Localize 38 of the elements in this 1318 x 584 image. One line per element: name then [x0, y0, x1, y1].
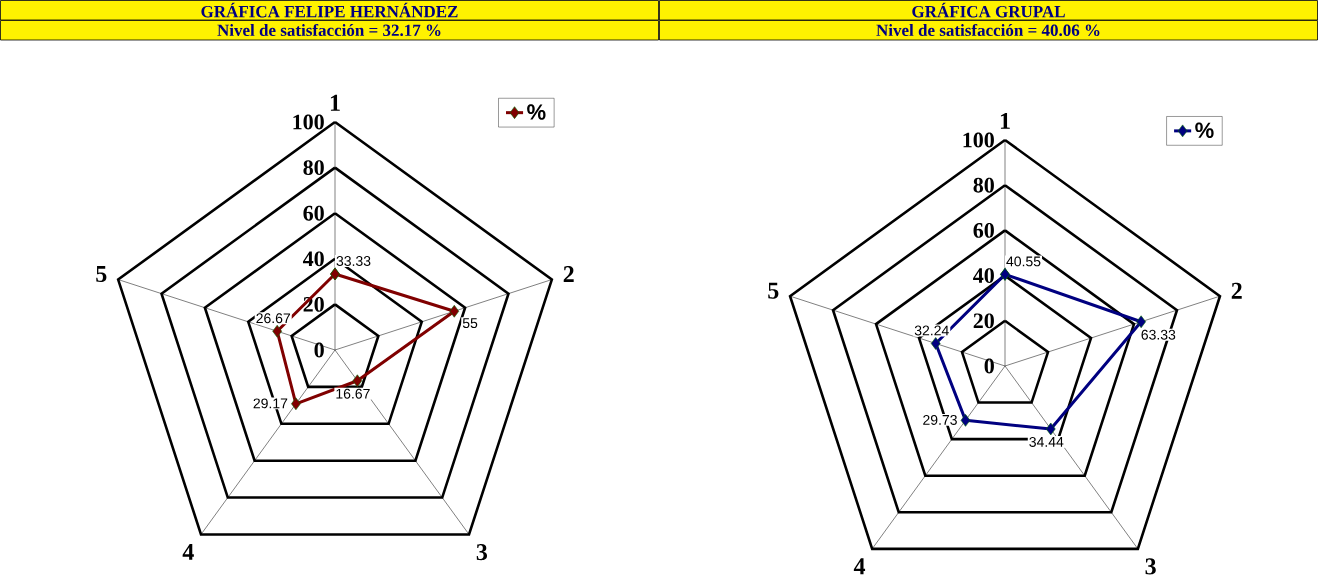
chart-subtitle: Nivel de satisfacción = 40.06 % [876, 23, 1100, 37]
data-label: 40.55 [1006, 256, 1041, 267]
data-label: 29.17 [253, 398, 288, 409]
spoke-label: 1 [1000, 112, 1010, 129]
chart-title: GRÁFICA FELIPE HERNÁNDEZ [201, 2, 458, 18]
chart-title: GRÁFICA GRUPAL [912, 2, 1065, 18]
legend-label: % [1195, 122, 1214, 138]
data-label: 29.73 [923, 414, 957, 425]
spoke-label: 4 [853, 558, 866, 575]
y-tick-label: 40 [973, 268, 994, 284]
y-tick-label: 20 [303, 296, 324, 312]
y-tick-label: 20 [973, 313, 994, 329]
data-label: 26.67 [256, 313, 291, 324]
data-label: 34.44 [1029, 436, 1064, 447]
data-label: 32.24 [914, 325, 949, 336]
spoke-label: 2 [1231, 282, 1242, 299]
y-tick-label: 0 [984, 358, 994, 374]
spoke-label: 3 [476, 544, 488, 561]
spoke-label: 4 [182, 544, 194, 560]
spoke-label: 5 [768, 282, 779, 299]
y-tick-label: 80 [973, 177, 994, 193]
spoke-label: 5 [96, 266, 107, 283]
data-label: 55 [462, 318, 478, 329]
y-tick-label: 60 [973, 222, 994, 238]
data-label: 33.33 [336, 256, 371, 267]
chart-subtitle: Nivel de satisfacción = 32.17 % [217, 23, 441, 37]
legend-label: % [527, 104, 546, 120]
y-tick-label: 0 [314, 342, 324, 358]
y-tick-label: 100 [963, 132, 994, 148]
y-tick-label: 40 [302, 251, 324, 267]
data-label: 63.33 [1141, 329, 1176, 340]
spoke-label: 2 [563, 266, 574, 283]
data-label: 16.67 [336, 388, 370, 399]
spoke-label: 3 [1145, 558, 1156, 575]
y-tick-label: 80 [303, 160, 324, 176]
y-tick-label: 60 [303, 205, 324, 221]
y-tick-label: 100 [293, 114, 324, 130]
spoke-label: 1 [330, 94, 340, 111]
